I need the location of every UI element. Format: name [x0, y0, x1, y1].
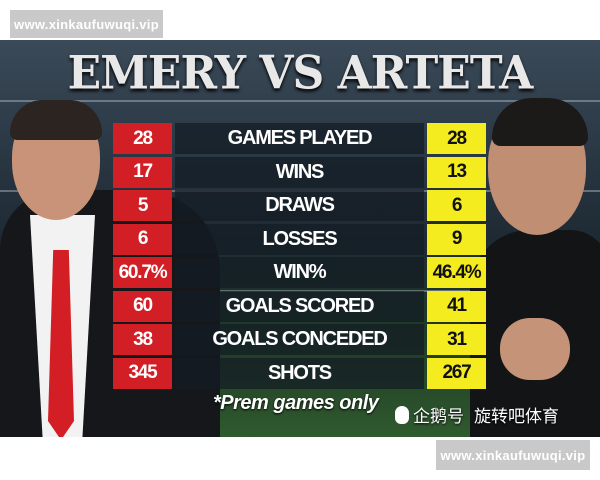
- source-credit: 企鹅号 旋转吧体育: [395, 402, 559, 427]
- stat-label: WINS: [175, 156, 424, 188]
- stat-row: 38 GOALS CONCEDED 31: [113, 324, 486, 355]
- arteta-value: 31: [427, 324, 486, 355]
- watermark-top: www.xinkaufuwuqi.vip: [10, 10, 163, 38]
- emery-value: 5: [113, 190, 172, 221]
- arteta-value: 9: [427, 223, 486, 255]
- arteta-hand: [500, 318, 570, 380]
- stat-label: GOALS SCORED: [175, 290, 424, 322]
- stat-label: DRAWS: [175, 190, 424, 221]
- watermark-bottom: www.xinkaufuwuqi.vip: [436, 440, 590, 470]
- stat-label: GAMES PLAYED: [175, 123, 424, 154]
- stat-row: 60 GOALS SCORED 41: [113, 290, 486, 322]
- emery-value: 17: [113, 156, 172, 188]
- stat-row: 6 LOSSES 9: [113, 223, 486, 255]
- emery-hair: [10, 100, 102, 140]
- emery-tie: [48, 250, 74, 437]
- emery-value: 6: [113, 223, 172, 255]
- emery-value: 60: [113, 290, 172, 322]
- penguin-icon: [395, 405, 409, 424]
- arteta-value: 13: [427, 156, 486, 188]
- arteta-value: 267: [427, 357, 486, 389]
- comparison-graphic: EMERY VS ARTETA 28 GAMES PLAYED 28 17 WINS 13…: [0, 40, 600, 437]
- emery-value: 38: [113, 324, 172, 355]
- stat-label: SHOTS: [175, 357, 424, 389]
- stat-row: 5 DRAWS 6: [113, 190, 486, 221]
- source-platform: 企鹅号: [413, 407, 464, 426]
- stats-table: 28 GAMES PLAYED 28 17 WINS 13 5 DRAWS 6 6 LOSSES 9 6…: [113, 123, 486, 391]
- arteta-hair: [492, 98, 588, 146]
- stat-label: WIN%: [175, 257, 424, 288]
- footnote: *Prem games only: [213, 392, 379, 414]
- stat-row: 28 GAMES PLAYED 28: [113, 123, 486, 154]
- stat-label: LOSSES: [175, 223, 424, 255]
- emery-value: 28: [113, 123, 172, 154]
- stat-row: 17 WINS 13: [113, 156, 486, 188]
- arteta-value: 46.4%: [427, 257, 486, 288]
- graphic-title: EMERY VS ARTETA: [67, 46, 534, 101]
- source-account: 旋转吧体育: [474, 407, 559, 426]
- emery-value: 345: [113, 357, 172, 389]
- stadium-stripe: [0, 100, 600, 102]
- stat-row: 345 SHOTS 267: [113, 357, 486, 389]
- stat-label: GOALS CONCEDED: [175, 324, 424, 355]
- stat-row: 60.7% WIN% 46.4%: [113, 257, 486, 288]
- arteta-value: 6: [427, 190, 486, 221]
- arteta-value: 28: [427, 123, 486, 154]
- emery-value: 60.7%: [113, 257, 172, 288]
- arteta-value: 41: [427, 290, 486, 322]
